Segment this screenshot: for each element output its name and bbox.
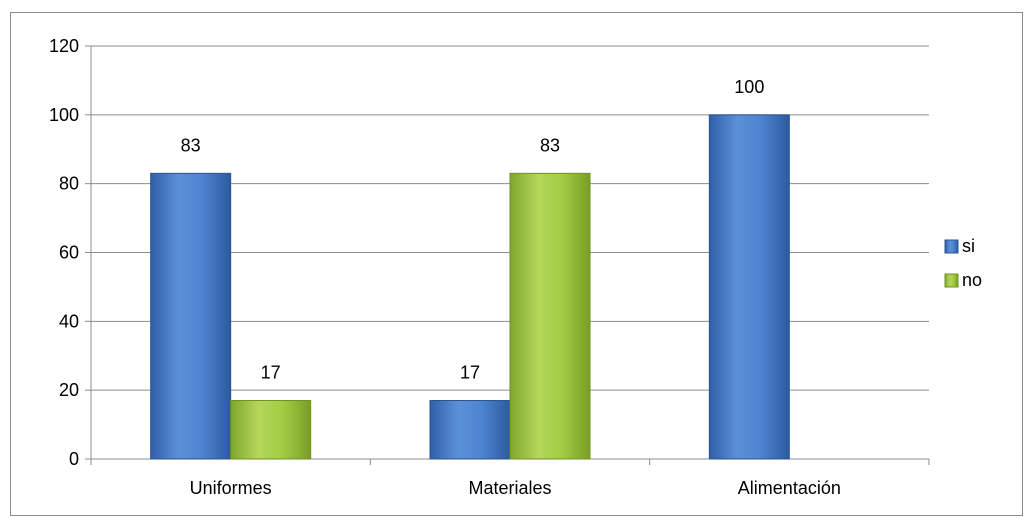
legend-label-no: no (962, 270, 982, 290)
y-tick-label: 60 (59, 243, 79, 263)
bar-no-0 (230, 399, 312, 460)
legend-label-si: si (962, 236, 975, 256)
x-tick-label: Materiales (468, 478, 551, 498)
bar-si-0 (150, 172, 232, 460)
data-label-no-1: 83 (540, 135, 560, 155)
bar-si-2 (708, 114, 790, 460)
y-tick-label: 80 (59, 174, 79, 194)
bar-chart: 0 20 40 60 80 100 120 83 17 Uniformes 17 83 Material… (49, 36, 982, 498)
data-label-si-0: 83 (181, 135, 201, 155)
y-tick-label: 0 (69, 449, 79, 469)
y-tick-label: 20 (59, 380, 79, 400)
data-label-si-2: 100 (734, 77, 764, 97)
chart-frame: 0 20 40 60 80 100 120 83 17 Uniformes 17 83 Material… (10, 12, 1023, 516)
legend-swatch-si (944, 239, 959, 254)
bar-no-1 (509, 172, 591, 460)
y-tick-label: 40 (59, 311, 79, 331)
data-label-no-0: 17 (261, 362, 281, 382)
x-tick-label: Uniformes (190, 478, 272, 498)
y-tick-label: 120 (49, 36, 79, 56)
bar-si-1 (429, 399, 511, 460)
legend-swatch-no (944, 273, 959, 288)
data-label-si-1: 17 (460, 362, 480, 382)
x-tick-label: Alimentación (738, 478, 841, 498)
y-tick-label: 100 (49, 105, 79, 125)
